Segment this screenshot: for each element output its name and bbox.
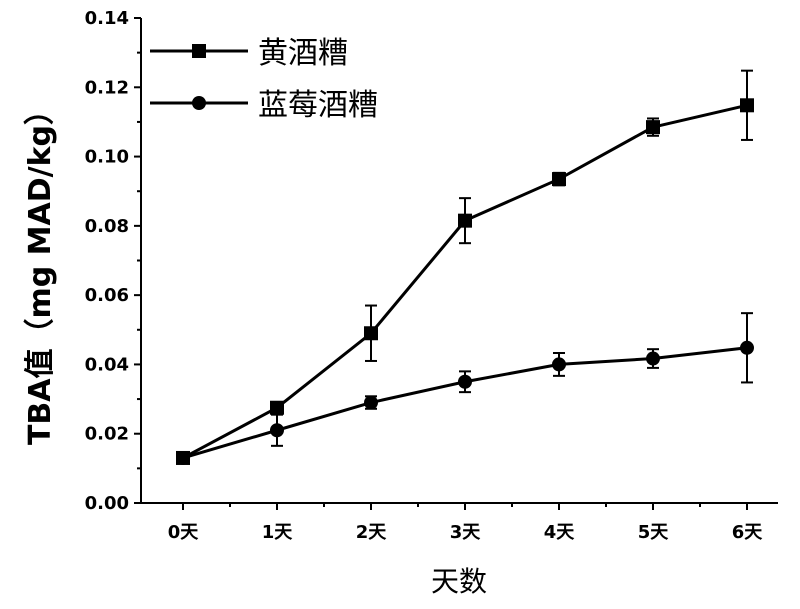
x-tick-label: 5天 (638, 522, 670, 543)
x-axis-title: 天数 (431, 565, 487, 598)
x-tick-label: 4天 (544, 522, 576, 543)
data-point-square (552, 172, 566, 187)
data-point-square (740, 98, 754, 113)
series-line-0 (182, 103, 748, 460)
y-tick-label: 0.06 (85, 285, 129, 306)
data-point-square (270, 400, 284, 415)
x-tick-label: 6天 (732, 522, 764, 543)
data-point-circle (270, 423, 284, 438)
legend-marker-square (192, 44, 206, 58)
series-line-1 (182, 346, 748, 460)
y-axis-title: TBA值（mg MAD/kg） (23, 95, 58, 445)
data-point-circle (740, 340, 754, 355)
data-point-circle (176, 450, 190, 465)
y-tick-label: 0.02 (85, 424, 129, 445)
legend-marker-circle (192, 96, 206, 110)
y-tick-label: 0.12 (85, 77, 129, 98)
data-point-circle (458, 374, 472, 389)
y-tick-label: 0.00 (85, 493, 129, 514)
x-tick-label: 3天 (450, 522, 482, 543)
data-point-circle (364, 395, 378, 410)
x-tick-label: 0天 (168, 522, 200, 543)
data-point-square (458, 213, 472, 228)
data-point-square (364, 326, 378, 341)
legend: 黄酒糟 蓝莓酒糟 (150, 36, 378, 123)
y-tick-label: 0.04 (85, 354, 129, 375)
y-tick-label: 0.08 (85, 216, 129, 237)
x-tick-label: 2天 (356, 522, 388, 543)
y-ticks: 0.00 0.02 0.04 0.06 0.08 0.10 0.12 0.14 (85, 8, 141, 514)
y-tick-label: 0.14 (85, 8, 129, 29)
data-point-square (646, 120, 660, 135)
data-point-circle (552, 357, 566, 372)
y-tick-label: 0.10 (85, 147, 129, 168)
x-ticks: 0天 1天 2天 3天 4天 5天 6天 (168, 503, 764, 543)
data-point-circle (646, 351, 660, 366)
x-tick-label: 1天 (262, 522, 294, 543)
legend-label-1: 蓝莓酒糟 (258, 88, 378, 123)
legend-label-0: 黄酒糟 (258, 36, 348, 71)
series-group (176, 69, 754, 465)
